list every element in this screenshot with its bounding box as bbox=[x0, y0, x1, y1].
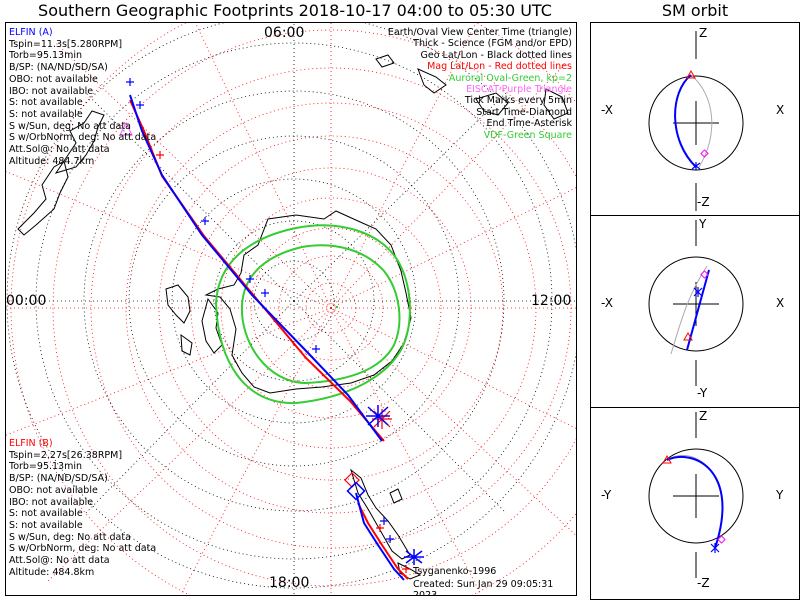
end-asterisks bbox=[366, 405, 424, 565]
sat-a-line: IBO: not available bbox=[9, 85, 94, 97]
legend-item: Mag Lat/Lon - Red dotted lines bbox=[427, 61, 572, 73]
sat-a-tick-marks bbox=[126, 78, 394, 543]
sat-a-line: S: not available bbox=[9, 108, 83, 120]
sat-b-tick-marks bbox=[156, 151, 410, 573]
clock-label-right: 12:00 bbox=[531, 293, 572, 309]
sat-a-line: S w/Sun, deg: No att data bbox=[9, 120, 131, 132]
sat-a-name: ELFIN (A) bbox=[9, 27, 53, 38]
sm-yz-plot bbox=[648, 412, 744, 578]
sat-a-line: Altitude: 484.7km bbox=[9, 155, 95, 167]
footprint-map bbox=[6, 23, 576, 595]
legend-item: VDF-Green Square bbox=[483, 129, 572, 141]
legend-item: Auroral Oval-Green, kp=2 bbox=[448, 72, 572, 84]
coastlines bbox=[17, 54, 569, 580]
legend-item: Tick Marks every 5min bbox=[464, 95, 572, 107]
sm-yz-right-label: Y bbox=[776, 488, 784, 502]
vdf-square bbox=[336, 306, 338, 308]
legend-item: EISCAT-Purple Triangle bbox=[466, 84, 572, 96]
sm-panel-yz: Z -Z -Y Y bbox=[590, 407, 800, 600]
sat-a-line: S w/OrbNorm, deg: No att data bbox=[9, 132, 157, 144]
sm-xy-left-label: -X bbox=[601, 296, 613, 310]
sat-b-name: ELFIN (B) bbox=[9, 438, 53, 449]
sat-b-line: OBO: not available bbox=[9, 484, 98, 496]
sat-b-line: S w/Sun, deg: No att data bbox=[9, 531, 131, 543]
footprint-map-panel: 06:00 00:00 12:00 18:00 ELFIN (A) Tspin=… bbox=[5, 22, 577, 596]
sm-panel-xz: Z -Z -X X bbox=[590, 22, 800, 216]
clock-label-bottom: 18:00 bbox=[269, 575, 310, 591]
legend-item: End Time-Asterisk bbox=[486, 118, 572, 130]
legend-item: Thick - Science (FGM and/or EPD) bbox=[413, 38, 572, 50]
sat-b-line: B/SP: (NA/ND/SD/SA) bbox=[9, 473, 108, 485]
sm-yz-left-label: -Y bbox=[601, 488, 612, 502]
sm-xz-left-label: -X bbox=[601, 103, 613, 117]
sm-orbit-title: SM orbit bbox=[661, 1, 729, 20]
sat-b-line: Tspin=2.27s[26.38RPM] bbox=[9, 449, 123, 461]
mag-grid-meridians bbox=[6, 23, 576, 595]
sat-a-line: Tspin=11.3s[5.280RPM] bbox=[9, 38, 123, 50]
sm-xy-plot bbox=[648, 220, 744, 386]
sat-b-line: IBO: not available bbox=[9, 496, 94, 508]
footer-model: Tsyganenko-1996 bbox=[413, 566, 497, 577]
clock-label-top: 06:00 bbox=[264, 25, 305, 41]
sm-xz-right-label: X bbox=[776, 103, 785, 117]
sm-xz-plot bbox=[648, 31, 744, 211]
legend-item: Geo Lat/Lon - Black dotted lines bbox=[420, 49, 572, 61]
sm-yz-bottom-label: -Z bbox=[697, 576, 710, 590]
sat-a-line: B/SP: (NA/ND/SD/SA) bbox=[9, 62, 108, 74]
start-diamonds bbox=[344, 472, 366, 501]
sat-a-line: Torb=95.13min bbox=[9, 50, 83, 62]
sat-b-line: Torb=95.13min bbox=[9, 461, 83, 473]
sm-yz-top-label: Z bbox=[699, 409, 708, 423]
sat-a-info: ELFIN (A) Tspin=11.3s[5.280RPM] Torb=95.… bbox=[9, 27, 156, 167]
eiscat-marker bbox=[119, 121, 133, 136]
sat-b-line: S: not available bbox=[9, 508, 83, 520]
sat-b-line: Att.Sol@: No att data bbox=[9, 555, 110, 567]
sat-b-line: Altitude: 484.8km bbox=[9, 566, 95, 578]
sat-b-info: ELFIN (B) Tspin=2.27s[26.38RPM] Torb=95.… bbox=[9, 438, 156, 578]
sat-b-line: S: not available bbox=[9, 519, 83, 531]
sat-a-line: OBO: not available bbox=[9, 73, 98, 85]
page-title: Southern Geographic Footprints 2018-10-1… bbox=[38, 1, 552, 20]
legend-item: Earth/Oval View Center Time (triangle) bbox=[387, 27, 572, 38]
geo-grid-meridians bbox=[6, 23, 576, 595]
legend: Earth/Oval View Center Time (triangle) T… bbox=[388, 27, 572, 141]
auroral-oval bbox=[214, 224, 411, 405]
sm-xz-bottom-label: -Z bbox=[697, 195, 710, 209]
sm-panel-xy: Y -Y -X X bbox=[590, 215, 800, 408]
clock-label-left: 00:00 bbox=[6, 293, 47, 309]
sm-xy-bottom-label: -Y bbox=[697, 386, 708, 400]
sat-a-line: Att.Sol@: No att data bbox=[9, 144, 110, 156]
sat-a-line: S: not available bbox=[9, 97, 83, 109]
footer-created: Created: Sun Jan 29 09:05:31 2023 bbox=[413, 579, 554, 596]
sm-xy-right-label: X bbox=[776, 296, 785, 310]
sm-xy-top-label: Y bbox=[699, 217, 707, 231]
sat-a-track bbox=[129, 94, 405, 581]
sat-b-line: S w/OrbNorm, deg: No att data bbox=[9, 543, 157, 555]
sm-xz-top-label: Z bbox=[699, 26, 708, 40]
legend-item: Start Time-Diamond bbox=[476, 106, 572, 118]
